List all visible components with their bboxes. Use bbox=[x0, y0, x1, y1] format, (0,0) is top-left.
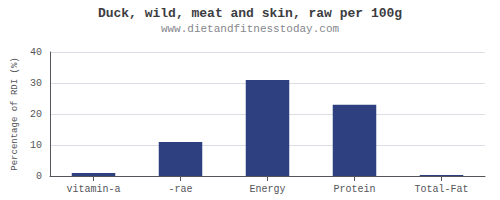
svg-text:-rae: -rae bbox=[168, 184, 192, 195]
svg-text:10: 10 bbox=[30, 140, 42, 151]
svg-text:Duck, wild, meat and skin, raw: Duck, wild, meat and skin, raw per 100g bbox=[98, 6, 402, 21]
svg-text:20: 20 bbox=[30, 109, 42, 120]
svg-text:Percentage of RDI (%): Percentage of RDI (%) bbox=[10, 57, 20, 170]
svg-text:Protein: Protein bbox=[333, 184, 375, 195]
svg-text:40: 40 bbox=[30, 47, 42, 58]
svg-text:vitamin-a: vitamin-a bbox=[66, 184, 120, 195]
svg-text:Total-Fat: Total-Fat bbox=[414, 184, 468, 195]
svg-text:0: 0 bbox=[36, 171, 42, 182]
svg-text:Energy: Energy bbox=[249, 184, 285, 195]
svg-text:30: 30 bbox=[30, 78, 42, 89]
svg-text:www.dietandfitnesstoday.com: www.dietandfitnesstoday.com bbox=[161, 23, 340, 35]
